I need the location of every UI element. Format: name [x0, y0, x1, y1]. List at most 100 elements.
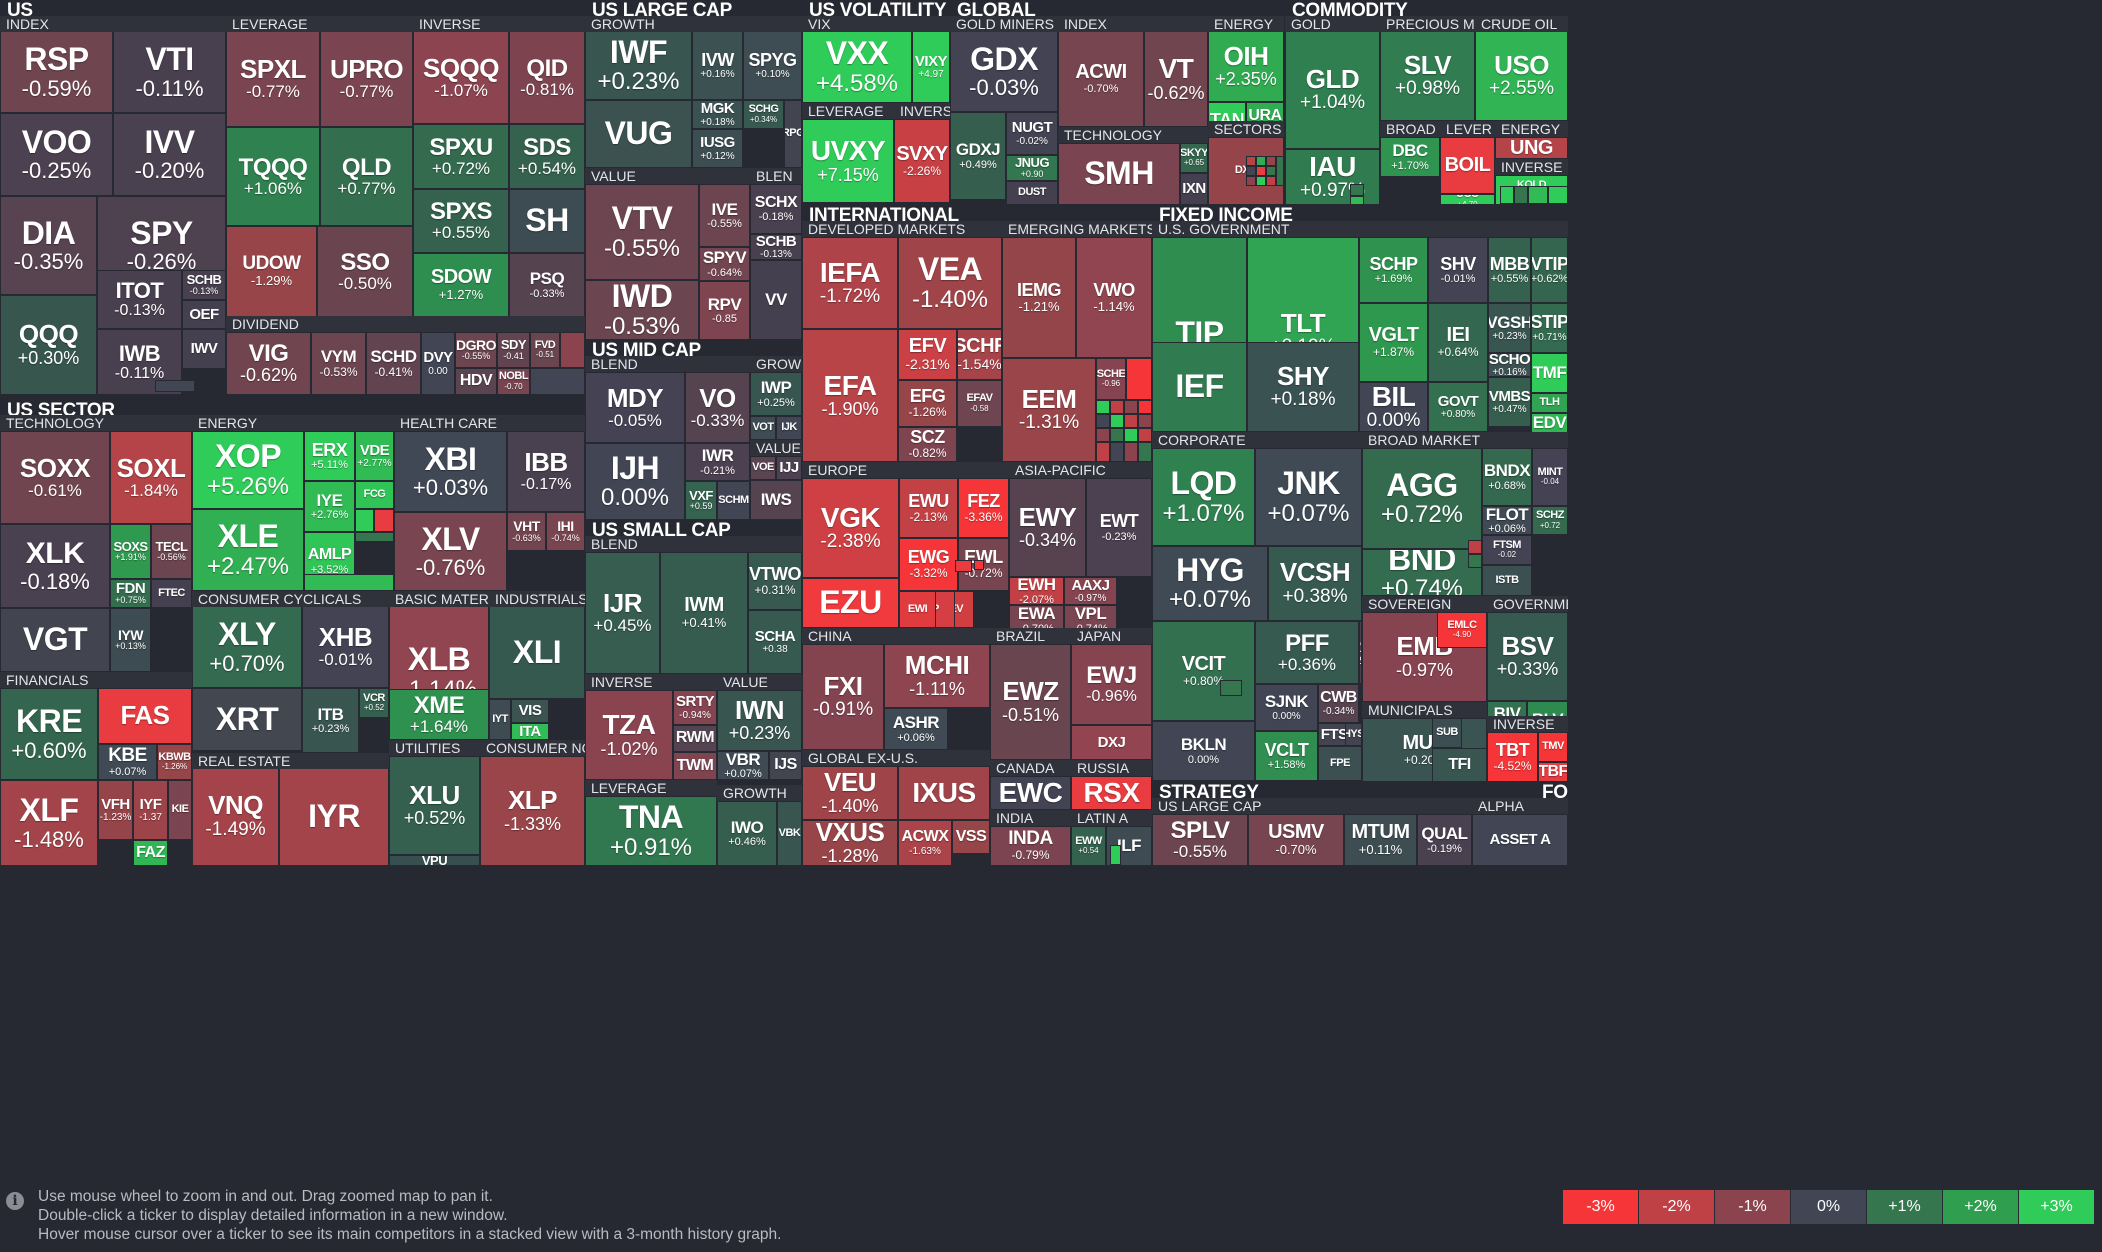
ticker-tile[interactable]: CWB -0.34% [1318, 684, 1359, 723]
ticker-tile[interactable]: IJR +0.45% [585, 552, 660, 674]
minor-ticker-tile[interactable] [1266, 166, 1276, 176]
ticker-tile[interactable]: SOXS +1.91% [110, 524, 151, 579]
ticker-tile[interactable]: VXUS -1.28% [802, 820, 898, 866]
ticker-tile[interactable]: UCO +4.70 [1440, 194, 1495, 205]
ticker-tile[interactable]: UNG [1495, 137, 1568, 159]
ticker-tile[interactable]: ACWX -1.63% [898, 820, 952, 866]
ticker-tile[interactable]: QQQ +0.30% [0, 295, 97, 395]
ticker-tile[interactable]: IWO +0.46% [717, 801, 777, 866]
ticker-tile[interactable]: XLU +0.52% [389, 756, 480, 855]
ticker-tile[interactable]: EWI [899, 591, 936, 628]
ticker-tile[interactable]: XLE +2.47% [192, 509, 304, 591]
ticker-tile[interactable]: EFA -1.90% [802, 329, 898, 462]
ticker-tile[interactable]: VBK [777, 801, 802, 866]
ticker-tile[interactable]: VUG [585, 100, 692, 168]
ticker-tile[interactable]: SUB [1432, 718, 1462, 748]
minor-ticker-tile[interactable] [1246, 176, 1256, 186]
minor-ticker-tile[interactable] [1256, 176, 1266, 186]
ticker-tile[interactable]: IWN +0.23% [717, 690, 802, 751]
ticker-tile[interactable]: IEI +0.64% [1428, 303, 1488, 382]
ticker-tile[interactable]: QLD +0.77% [320, 127, 413, 226]
minor-ticker-tile[interactable] [1548, 186, 1568, 204]
ticker-tile[interactable]: SOXL -1.84% [110, 431, 192, 524]
ticker-tile[interactable]: IYR [279, 767, 389, 866]
ticker-tile[interactable]: IWM +0.41% [660, 552, 748, 674]
ticker-tile[interactable]: IJK [776, 416, 802, 440]
ticker-tile[interactable]: DUST [1006, 181, 1058, 205]
minor-ticker-tile[interactable] [1350, 196, 1364, 205]
ticker-tile[interactable]: ITOT -0.13% [97, 270, 182, 329]
ticker-tile[interactable]: EDV [1531, 413, 1568, 433]
ticker-tile[interactable]: RSX [1071, 776, 1152, 810]
minor-ticker-tile[interactable] [155, 380, 195, 392]
ticker-tile[interactable]: SKYY +0.65 [1180, 143, 1208, 173]
ticker-tile[interactable]: SPYG +0.10% [743, 31, 802, 100]
minor-ticker-tile[interactable] [1468, 540, 1482, 554]
ticker-tile[interactable]: RPG [784, 100, 802, 168]
ticker-tile[interactable]: VCLT +1.58% [1255, 731, 1318, 781]
ticker-tile[interactable]: FTEC [151, 579, 192, 608]
ticker-tile[interactable]: BKLN 0.00% [1152, 721, 1255, 781]
ticker-tile[interactable]: TECL -0.56% [151, 524, 192, 579]
minor-ticker-tile[interactable] [1514, 186, 1528, 204]
ticker-tile[interactable]: SLV +0.98% [1380, 31, 1475, 121]
minor-ticker-tile[interactable] [304, 574, 394, 591]
ticker-tile[interactable]: FPE [1318, 746, 1362, 781]
ticker-tile[interactable]: VEU -1.40% [802, 766, 898, 820]
ticker-tile[interactable]: BIL 0.00% [1359, 382, 1428, 432]
ticker-tile[interactable]: USO +2.55% [1475, 31, 1568, 121]
ticker-tile[interactable]: RPV -0.85 [699, 281, 750, 340]
ticker-tile[interactable]: EMLC -4.90 [1437, 612, 1487, 648]
ticker-tile[interactable]: XLY +0.70% [192, 606, 302, 688]
minor-ticker-tile[interactable] [1138, 428, 1152, 442]
minor-ticker-tile[interactable] [1110, 414, 1124, 428]
minor-ticker-tile[interactable] [1096, 414, 1110, 428]
ticker-tile[interactable]: VNQ -1.49% [192, 767, 279, 866]
ticker-tile[interactable]: IWD -0.53% [585, 280, 699, 340]
ticker-tile[interactable]: EWG -3.32% [899, 538, 958, 591]
ticker-tile[interactable]: VSS [952, 820, 990, 854]
ticker-tile[interactable]: EWC [990, 776, 1071, 810]
ticker-tile[interactable]: ASHR +0.06% [884, 708, 948, 750]
ticker-tile[interactable]: EWH -2.07% [1009, 577, 1064, 605]
minor-ticker-tile[interactable] [1124, 400, 1138, 414]
ticker-tile[interactable]: VCR +0.52 [359, 688, 389, 718]
ticker-tile[interactable]: SCHB -0.13% [750, 234, 802, 260]
minor-ticker-tile[interactable] [1096, 442, 1110, 462]
minor-ticker-tile[interactable] [1110, 845, 1121, 865]
ticker-tile[interactable]: MDY -0.05% [585, 372, 685, 443]
ticker-tile[interactable]: ACWI -0.70% [1058, 31, 1144, 127]
ticker-tile[interactable]: QID -0.81% [509, 31, 585, 124]
ticker-tile[interactable]: KIE [168, 780, 192, 840]
ticker-tile[interactable]: HYS [1345, 723, 1362, 746]
ticker-tile[interactable]: IBB -0.17% [507, 431, 585, 512]
minor-ticker-tile[interactable] [1500, 186, 1514, 204]
ticker-tile[interactable]: VGK -2.38% [802, 478, 899, 578]
ticker-tile[interactable]: SJNK 0.00% [1255, 684, 1318, 731]
ticker-tile[interactable]: VMBS +0.47% [1488, 377, 1531, 427]
ticker-tile[interactable]: EWU -2.13% [899, 478, 958, 538]
ticker-tile[interactable]: SCZ -0.82% [898, 427, 957, 462]
minor-ticker-tile[interactable] [1256, 156, 1266, 166]
ticker-tile[interactable]: STIP +0.71% [1531, 303, 1568, 353]
ticker-tile[interactable]: VWO -1.14% [1076, 237, 1152, 358]
ticker-tile[interactable]: EWY -0.34% [1009, 478, 1086, 577]
ticker-tile[interactable]: VXX +4.58% [802, 31, 912, 103]
minor-ticker-tile[interactable] [1528, 186, 1548, 204]
ticker-tile[interactable]: VCSH +0.38% [1268, 546, 1362, 621]
ticker-tile[interactable]: SCHA +0.38 [748, 610, 802, 674]
ticker-tile[interactable]: SCHE -0.96 [1096, 358, 1126, 400]
ticker-tile[interactable]: MCHI -1.11% [884, 644, 990, 708]
ticker-tile[interactable]: SCHZ +0.72 [1532, 506, 1568, 535]
ticker-tile[interactable]: TLH [1531, 393, 1568, 413]
ticker-tile[interactable]: SRTY -0.94% [673, 690, 717, 725]
minor-ticker-tile[interactable] [1138, 400, 1152, 414]
ticker-tile[interactable]: AGG +0.72% [1362, 448, 1482, 549]
ticker-tile[interactable]: DVY 0.00 [421, 332, 455, 395]
ticker-tile[interactable]: VT -0.62% [1144, 31, 1208, 127]
ticker-tile[interactable]: IVW +0.16% [692, 31, 743, 100]
ticker-tile[interactable]: DGRO -0.55% [455, 332, 497, 368]
ticker-tile[interactable]: VGT [0, 608, 110, 672]
ticker-tile[interactable]: TNA +0.91% [585, 796, 717, 866]
minor-ticker-tile[interactable] [1096, 400, 1110, 414]
